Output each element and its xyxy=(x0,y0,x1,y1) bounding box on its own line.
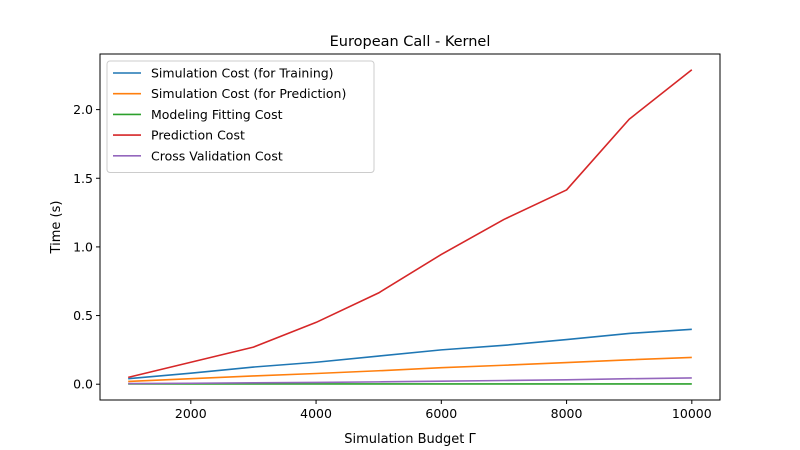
y-tick-label: 2.0 xyxy=(73,102,93,117)
x-axis-ticks: 2000 4000 6000 8000 10000 xyxy=(175,400,712,421)
chart-title: European Call - Kernel xyxy=(330,34,491,50)
y-tick-label: 1.0 xyxy=(73,239,93,254)
y-tick-label: 1.5 xyxy=(73,171,93,186)
series-line-1 xyxy=(128,328,692,380)
y-axis-label: Time (s) xyxy=(49,201,64,255)
x-tick-label: 8000 xyxy=(551,406,583,421)
legend-label: Simulation Cost (for Prediction) xyxy=(151,86,346,101)
x-axis-label: Simulation Budget Γ xyxy=(344,432,476,447)
plot-frame xyxy=(99,53,721,401)
x-tick-label: 4000 xyxy=(300,406,332,421)
y-axis-ticks: 0.0 0.5 1.0 1.5 2.0 xyxy=(73,102,100,392)
legend-label: Cross Validation Cost xyxy=(151,148,283,163)
y-tick-label: 0.0 xyxy=(73,377,93,392)
series-line-2 xyxy=(128,356,692,383)
x-tick-label: 10000 xyxy=(672,406,712,421)
series-line-4 xyxy=(127,69,693,379)
legend-box xyxy=(106,60,375,173)
x-tick-label: 2000 xyxy=(175,406,207,421)
x-tick-label: 6000 xyxy=(425,406,457,421)
legend: Simulation Cost (for Training) Simulation… xyxy=(106,60,375,173)
series-line-5 xyxy=(128,377,692,385)
y-tick-label: 0.5 xyxy=(73,308,93,323)
legend-label: Simulation Cost (for Training) xyxy=(151,66,334,81)
legend-label: Prediction Cost xyxy=(151,128,245,143)
legend-label: Modeling Fitting Cost xyxy=(151,107,283,122)
plot-area xyxy=(127,69,693,385)
